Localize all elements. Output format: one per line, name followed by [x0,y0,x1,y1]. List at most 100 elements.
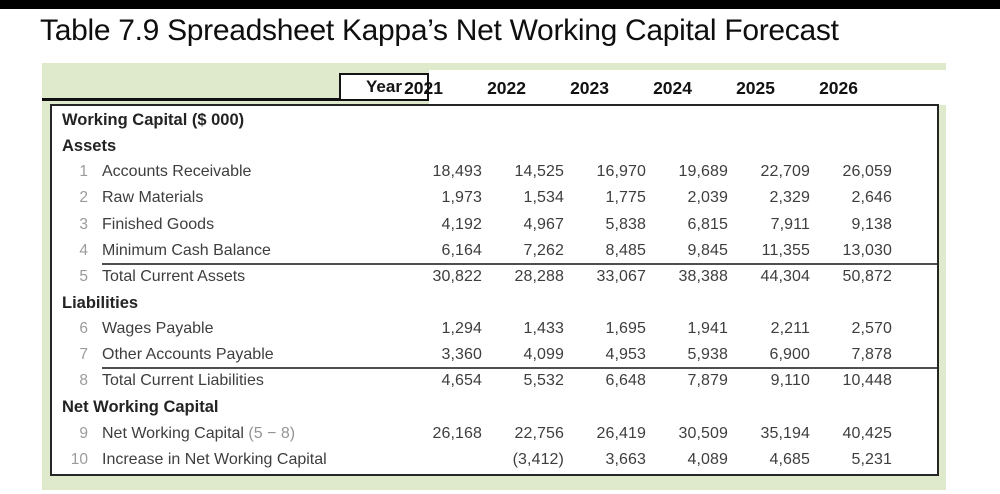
table-row: 8 Total Current Liabilities 4,654 5,532 6,64… [52,367,937,394]
cell-value: 16,970 [596,163,646,181]
cell-value: 1,433 [523,320,564,338]
cell-value: 11,355 [761,241,810,259]
cell-value: 26,419 [596,424,646,442]
table-row: 3 Finished Goods 4,192 4,967 5,838 6,815 7,911… [52,212,937,238]
cell-value: 2,329 [769,189,810,207]
cell-value: 19,689 [678,163,728,181]
cell-value: 1,534 [523,189,564,207]
cell-value: 4,192 [441,215,482,233]
section-label: Assets [62,136,117,155]
cell-value: 9,138 [851,215,892,233]
cell-value: 14,525 [514,163,564,181]
row-label: Other Accounts Payable [102,346,274,364]
top-border-bar [0,0,1000,9]
row-number: 2 [79,189,88,207]
row-label: Finished Goods [102,215,215,233]
table-row: 2 Raw Materials 1,973 1,534 1,775 2,039 2,329 2… [52,185,937,211]
table-row: 10 Increase in Net Working Capital (3,412)… [52,447,937,473]
section-header-row: Liabilities [52,290,937,316]
cell-value: 4,099 [523,346,564,364]
cell-value: 1,775 [605,189,646,207]
cell-value: 33,067 [596,267,646,285]
row-number: 4 [79,241,88,259]
cell-value: 4,089 [687,450,728,468]
row-label: Raw Materials [102,189,204,207]
header-underline [42,98,429,101]
cell-value: 7,879 [687,372,728,390]
cell-value: 38,388 [678,267,728,285]
cell-value: 28,288 [514,267,564,285]
row-number: 8 [79,372,88,390]
row-label: Total Current Liabilities [102,372,264,390]
years-row: 2021 2022 2023 2024 2025 2026 [360,75,858,101]
section-header-row: Assets [52,133,937,159]
row-label: Net Working Capital (5 − 8) [102,424,296,442]
cell-value: 9,110 [770,372,810,390]
row-number: 5 [79,267,88,285]
table-row: 1 Accounts Receivable 18,493 14,525 16,970 19… [52,159,937,185]
cell-value: 7,878 [851,346,892,364]
table-title: Table 7.9 Spreadsheet Kappa’s Net Workin… [40,14,839,47]
cell-value: 26,059 [842,163,892,181]
year-corner-cell: Year [339,73,429,99]
cell-value: (3,412) [512,450,564,468]
cell-value: 5,938 [687,346,728,364]
year-header: 2024 [653,77,692,98]
cell-value: 4,685 [769,450,810,468]
cell-value: 6,164 [441,241,482,259]
table-row: 6 Wages Payable 1,294 1,433 1,695 1,941 2,211 2… [52,316,937,342]
row-label: Total Current Assets [102,267,246,285]
year-header: 2026 [819,77,858,98]
row-number: 6 [79,320,88,338]
cell-value: 6,815 [687,215,728,233]
cell-value: 1,973 [441,189,482,207]
cell-value: 40,425 [842,424,892,442]
cell-value: 4,654 [441,372,482,390]
spreadsheet-panel: Year 2021 2022 2023 2024 2025 2026 Working Ca… [42,63,946,490]
year-header: 2021 [404,77,443,98]
cell-value: 44,304 [760,267,810,285]
row-label-suffix: (5 − 8) [243,424,296,442]
row-number: 1 [79,163,88,181]
section-label: Working Capital ($ 000) [62,110,245,129]
row-number: 9 [79,424,88,442]
cell-value: 1,294 [441,320,482,338]
cell-value: 2,570 [851,320,892,338]
cell-value: 7,911 [770,215,810,233]
cell-value: 30,822 [432,267,482,285]
row-label: Increase in Net Working Capital [102,450,327,468]
table-body: Working Capital ($ 000) Assets 1 Accounts R… [50,104,939,476]
cell-value: 18,493 [432,163,482,181]
row-label: Minimum Cash Balance [102,241,271,259]
cell-value: 5,532 [523,372,564,390]
years-header-background [429,70,946,105]
cell-value: 4,967 [523,215,564,233]
row-number: 3 [79,215,88,233]
row-number: 7 [79,346,88,364]
cell-value: 4,953 [605,346,646,364]
cell-value: 9,845 [687,241,728,259]
cell-value: 2,211 [770,320,810,338]
cell-value: 6,900 [769,346,810,364]
row-number: 10 [70,450,88,468]
cell-value: 2,646 [851,189,892,207]
year-header: 2023 [570,77,609,98]
cell-value: 22,756 [514,424,564,442]
cell-value: 2,039 [687,189,728,207]
cell-value: 30,509 [678,424,728,442]
cell-value: 1,941 [687,320,728,338]
cell-value: 5,838 [605,215,646,233]
year-header: 2025 [736,77,775,98]
section-label: Net Working Capital [62,398,219,417]
cell-value: 3,663 [605,450,646,468]
table-row: 9 Net Working Capital (5 − 8) 26,168 22,756… [52,421,937,447]
cell-value: 1,695 [605,320,646,338]
cell-value: 8,485 [605,241,646,259]
cell-value: 3,360 [441,346,482,364]
cell-value: 35,194 [760,424,810,442]
cell-value: 6,648 [605,372,646,390]
cell-value: 5,231 [851,450,892,468]
year-corner-label: Year [366,77,402,96]
cell-value: 22,709 [760,163,810,181]
